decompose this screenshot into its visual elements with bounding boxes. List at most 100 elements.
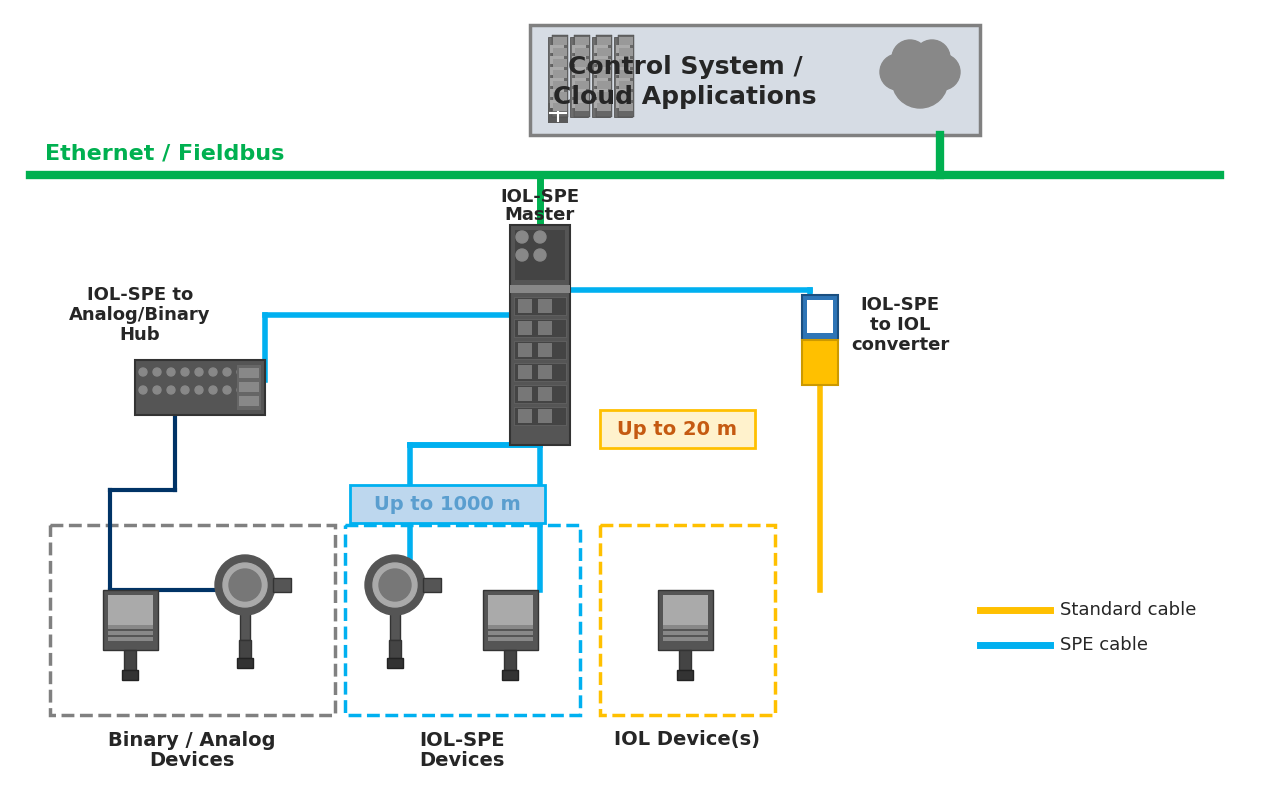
Bar [515,407,566,425]
Circle shape [879,54,916,90]
Circle shape [154,368,161,376]
Text: Devices: Devices [420,750,504,769]
Bar [389,640,401,658]
Bar [616,89,630,97]
Bar [237,658,253,668]
Bar [572,67,586,75]
Bar [239,640,251,658]
Bar [616,100,630,108]
Text: IOL-SPE: IOL-SPE [860,296,940,314]
Bar [538,343,552,357]
Bar [596,48,611,56]
Circle shape [241,580,250,590]
Bar [483,590,538,650]
Circle shape [223,368,230,376]
Bar [616,45,630,53]
Bar [575,103,589,111]
Bar [108,595,154,625]
Bar [600,525,774,715]
Bar [620,70,634,78]
Bar [553,92,567,100]
Bar [616,67,630,75]
Bar [594,78,608,86]
Bar [515,297,566,315]
Bar [550,89,564,97]
Bar [806,300,833,333]
Circle shape [195,368,204,376]
Bar [596,92,611,100]
Text: Master: Master [504,206,575,224]
Bar [122,670,138,680]
Bar [620,59,634,67]
Text: Analog/Binary: Analog/Binary [69,306,211,324]
Bar [538,409,552,423]
Bar [620,103,634,111]
Bar [538,321,552,335]
Bar [663,637,708,641]
Bar [614,37,632,117]
Bar [600,410,755,448]
Bar [518,387,532,401]
Bar [509,285,570,293]
Bar [594,89,608,97]
Bar [108,625,154,629]
Text: Standard cable: Standard cable [1060,601,1197,619]
Bar [102,590,157,650]
Bar [488,595,532,625]
Bar [594,67,608,75]
Bar [572,45,586,53]
Circle shape [209,386,218,394]
Text: Control System /: Control System / [568,55,803,79]
Bar [518,299,532,313]
Bar [572,56,586,64]
Bar [570,37,588,117]
Circle shape [140,386,147,394]
Bar [575,59,589,67]
Circle shape [385,575,404,595]
Bar [548,103,568,123]
Bar [663,631,708,635]
Bar [518,343,532,357]
Circle shape [229,569,261,601]
Bar [273,578,291,592]
Circle shape [180,368,189,376]
Bar [803,295,838,340]
Bar [596,59,611,67]
Bar [550,45,564,53]
Text: Up to 1000 m: Up to 1000 m [374,495,521,514]
Bar [663,625,708,629]
Bar [594,45,608,53]
Bar [573,35,590,117]
Bar [596,81,611,89]
Bar [239,396,259,406]
Bar [134,360,265,415]
Circle shape [166,386,175,394]
Bar [538,387,552,401]
Bar [550,67,564,75]
Circle shape [140,368,147,376]
Bar [515,385,566,403]
Circle shape [215,555,275,615]
Bar [596,70,611,78]
Bar [553,48,567,56]
Bar [515,341,566,359]
Bar [658,590,713,650]
Circle shape [534,249,547,261]
Circle shape [516,249,527,261]
Text: Hub: Hub [120,326,160,344]
Bar [515,319,566,337]
Bar [594,56,608,64]
Bar [575,37,589,45]
Bar [518,409,532,423]
Bar [518,321,532,335]
Circle shape [379,569,411,601]
Bar [530,25,980,135]
Bar [50,525,335,715]
Text: Binary / Analog: Binary / Analog [109,731,275,750]
Bar [488,631,532,635]
Bar [616,56,630,64]
Bar [241,600,250,640]
Bar [572,78,586,86]
Bar [108,631,154,635]
Bar [575,81,589,89]
